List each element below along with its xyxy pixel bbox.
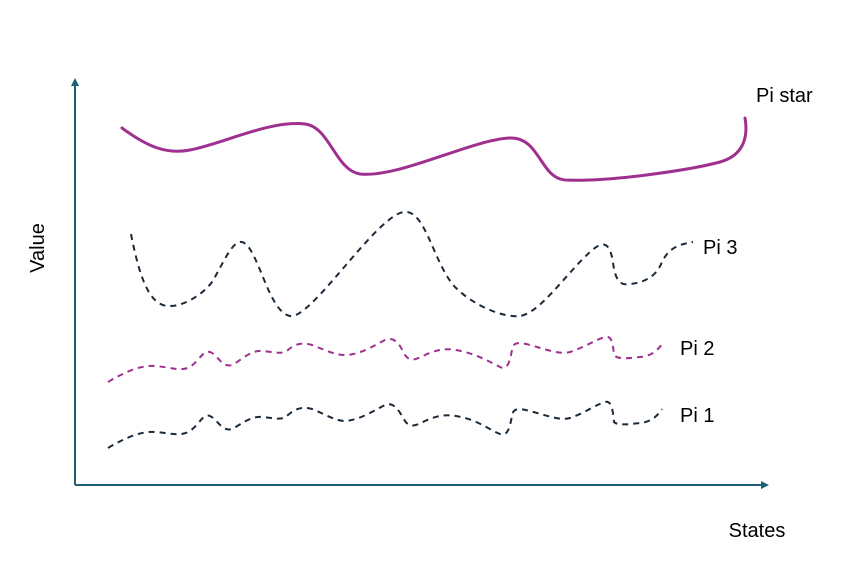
label-pi-3: Pi 3 bbox=[703, 237, 737, 259]
label-pi-1: Pi 1 bbox=[680, 405, 714, 427]
label-pi-2: Pi 2 bbox=[680, 338, 714, 360]
label-pi-star: Pi star bbox=[756, 85, 813, 107]
x-axis-label: States bbox=[729, 520, 786, 542]
y-axis-label: Value bbox=[27, 223, 49, 273]
curve-pi-2 bbox=[107, 335, 663, 383]
curve-pi-star bbox=[120, 116, 748, 182]
curve-pi-3 bbox=[130, 210, 694, 318]
curve-pi-1 bbox=[107, 400, 663, 449]
